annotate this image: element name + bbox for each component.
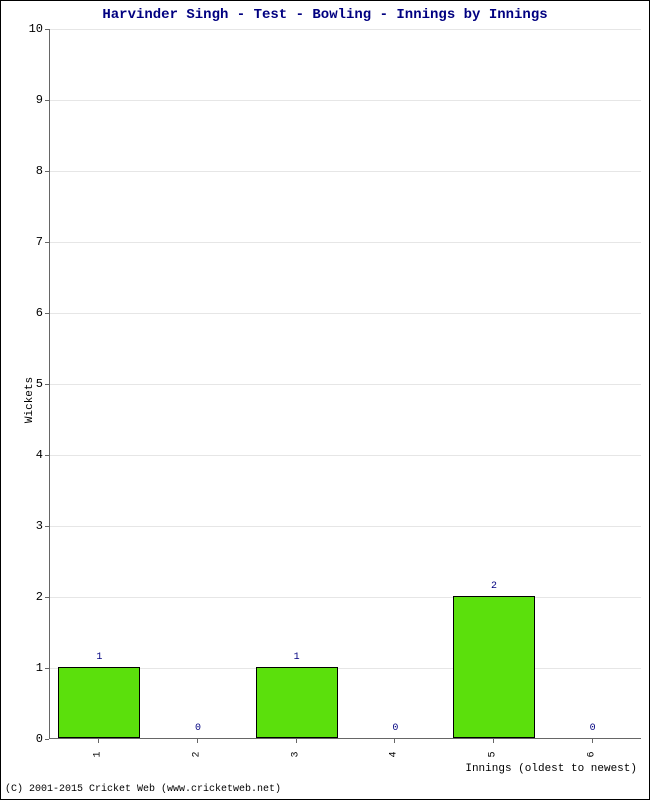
gridline	[50, 526, 641, 527]
ytick-mark	[45, 384, 49, 385]
ytick-label: 6	[13, 306, 43, 320]
ytick-mark	[45, 668, 49, 669]
bar	[453, 596, 535, 738]
gridline	[50, 313, 641, 314]
ytick-mark	[45, 242, 49, 243]
ytick-mark	[45, 171, 49, 172]
ytick-mark	[45, 597, 49, 598]
x-axis-label: Innings (oldest to newest)	[465, 763, 637, 775]
xtick-mark	[493, 739, 494, 743]
gridline	[50, 100, 641, 101]
ytick-mark	[45, 526, 49, 527]
bar-value-label: 2	[491, 581, 497, 592]
gridline	[50, 455, 641, 456]
ytick-mark	[45, 739, 49, 740]
ytick-mark	[45, 455, 49, 456]
ytick-label: 9	[13, 93, 43, 107]
bar	[256, 667, 338, 738]
xtick-mark	[296, 739, 297, 743]
bar	[58, 667, 140, 738]
bar-value-label: 0	[195, 723, 201, 734]
bar-value-label: 0	[590, 723, 596, 734]
gridline	[50, 597, 641, 598]
chart-container: Harvinder Singh - Test - Bowling - Innin…	[0, 0, 650, 800]
ytick-label: 0	[13, 732, 43, 746]
ytick-label: 3	[13, 519, 43, 533]
gridline	[50, 171, 641, 172]
ytick-label: 7	[13, 235, 43, 249]
ytick-label: 10	[13, 22, 43, 36]
copyright-text: (C) 2001-2015 Cricket Web (www.cricketwe…	[5, 784, 281, 795]
gridline	[50, 29, 641, 30]
ytick-label: 5	[13, 377, 43, 391]
bar-value-label: 1	[294, 652, 300, 663]
xtick-mark	[197, 739, 198, 743]
plot-area: 1 0 1 0 2 0	[49, 29, 641, 739]
chart-title: Harvinder Singh - Test - Bowling - Innin…	[1, 7, 649, 23]
xtick-label: 1	[93, 751, 104, 757]
ytick-mark	[45, 100, 49, 101]
xtick-label: 4	[389, 751, 400, 757]
ytick-label: 4	[13, 448, 43, 462]
gridline	[50, 384, 641, 385]
bar-value-label: 0	[392, 723, 398, 734]
xtick-label: 6	[586, 751, 597, 757]
ytick-mark	[45, 29, 49, 30]
xtick-mark	[98, 739, 99, 743]
xtick-label: 2	[192, 751, 203, 757]
xtick-label: 3	[290, 751, 301, 757]
xtick-mark	[394, 739, 395, 743]
bar-value-label: 1	[96, 652, 102, 663]
gridline	[50, 242, 641, 243]
ytick-mark	[45, 313, 49, 314]
xtick-label: 5	[488, 751, 499, 757]
xtick-mark	[592, 739, 593, 743]
ytick-label: 8	[13, 164, 43, 178]
ytick-label: 1	[13, 661, 43, 675]
ytick-label: 2	[13, 590, 43, 604]
